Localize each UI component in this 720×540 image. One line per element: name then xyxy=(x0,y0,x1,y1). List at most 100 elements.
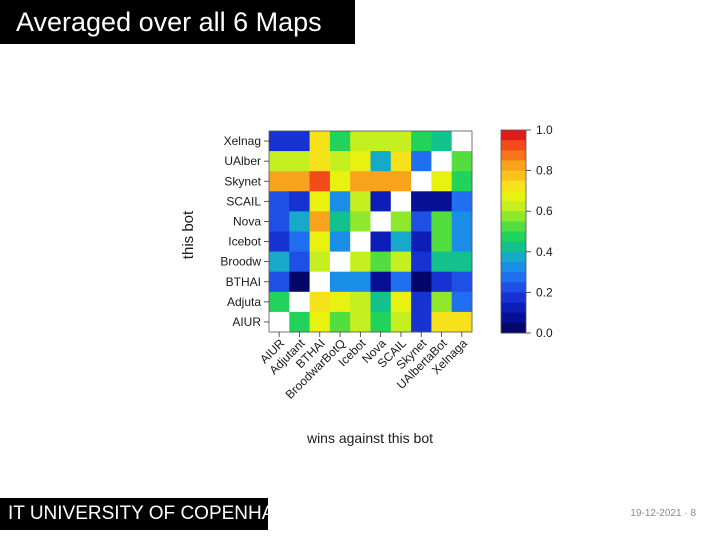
heatmap-cell xyxy=(390,131,412,152)
heatmap-cell xyxy=(269,191,290,212)
heatmap-cell xyxy=(390,251,412,273)
heatmap-cell xyxy=(390,211,412,232)
y-tick-label: Icebot xyxy=(228,235,261,249)
heatmap-cell xyxy=(411,191,432,212)
heatmap-cell xyxy=(431,291,453,313)
heatmap-cell xyxy=(350,251,371,273)
heatmap-cell xyxy=(309,151,331,172)
y-axis-label: this bot xyxy=(180,210,197,259)
heatmap-cell xyxy=(350,291,371,313)
heatmap-cell xyxy=(289,271,310,293)
heatmap-cell xyxy=(431,171,453,192)
colorbar-tick-label: 0.2 xyxy=(536,285,553,299)
x-axis-label: wins against this bot xyxy=(306,430,433,446)
heatmap-cell xyxy=(329,251,351,273)
heatmap-cell xyxy=(431,191,453,212)
heatmap-cell xyxy=(350,171,371,192)
heatmap-cell xyxy=(411,151,432,172)
colorbar-tick-label: 0.8 xyxy=(536,164,553,178)
heatmap-cell xyxy=(390,311,412,333)
heatmap-cell xyxy=(431,211,453,232)
heatmap-cell xyxy=(451,171,473,192)
heatmap-cell xyxy=(431,311,453,333)
colorbar-swatch xyxy=(501,201,526,212)
colorbar-swatch xyxy=(501,170,526,182)
heatmap-cells xyxy=(268,130,473,333)
heatmap-cell xyxy=(411,171,432,192)
heatmap-cell xyxy=(269,311,290,333)
heatmap-cell xyxy=(269,171,290,192)
heatmap-cell xyxy=(329,311,351,333)
heatmap-cell xyxy=(451,151,473,172)
heatmap-cell xyxy=(370,151,392,172)
colorbar-tick-label: 0.6 xyxy=(536,204,553,218)
heatmap-cell xyxy=(269,251,290,273)
heatmap-cell xyxy=(329,151,351,172)
heatmap-cell xyxy=(309,191,331,212)
heatmap-cell xyxy=(350,191,371,212)
heatmap-cell xyxy=(411,291,432,313)
colorbar-swatch xyxy=(501,221,526,232)
colorbar-swatch xyxy=(501,272,526,283)
heatmap-cell xyxy=(411,271,432,293)
colorbar-tick-label: 0.4 xyxy=(536,245,553,259)
heatmap-cell xyxy=(370,251,392,273)
heatmap-cell xyxy=(451,131,473,152)
heatmap-cell xyxy=(370,231,392,252)
heatmap-cell xyxy=(370,191,392,212)
heatmap-cell xyxy=(431,131,453,152)
heatmap-cell xyxy=(370,291,392,313)
heatmap-cell xyxy=(370,131,392,152)
colorbar-swatch xyxy=(501,312,526,324)
heatmap-cell xyxy=(451,211,473,232)
colorbar-frame xyxy=(500,129,527,334)
heatmap-cell xyxy=(411,131,432,152)
colorbar-swatch xyxy=(501,302,526,314)
colorbar-swatch xyxy=(501,322,526,334)
heatmap-cell xyxy=(390,191,412,212)
heatmap-cell xyxy=(269,271,290,293)
plot-frame xyxy=(268,130,473,333)
heatmap-cell xyxy=(289,251,310,273)
heatmap-cell xyxy=(411,211,432,232)
colorbar-swatch xyxy=(501,292,526,303)
heatmap-cell xyxy=(451,271,473,293)
heatmap-cell xyxy=(289,291,310,313)
colorbar-swatch xyxy=(501,130,526,141)
y-tick-label: AIUR xyxy=(232,315,261,329)
slide-date: 19-12-2021 xyxy=(630,508,682,519)
y-tick-label: Skynet xyxy=(224,174,261,188)
heatmap-cell xyxy=(350,211,371,232)
y-tick-label: Xelnag xyxy=(224,134,261,148)
heatmap-cell xyxy=(451,311,473,333)
heatmap-cell xyxy=(269,151,290,172)
slide-page-number: 8 xyxy=(690,508,696,519)
heatmap-cell xyxy=(329,191,351,212)
y-tick-label: SCAIL xyxy=(226,194,261,208)
heatmap-cell xyxy=(309,231,331,252)
colorbar-swatch xyxy=(501,282,526,293)
heatmap-cell xyxy=(329,231,351,252)
heatmap-cell xyxy=(370,211,392,232)
y-tick-label: Nova xyxy=(233,214,261,228)
heatmap-cell xyxy=(329,291,351,313)
y-tick-label: Adjuta xyxy=(227,295,261,309)
heatmap-cell xyxy=(390,151,412,172)
university-logo: IT UNIVERSITY OF COPENHAGEN xyxy=(0,498,316,530)
colorbar-swatch xyxy=(501,211,526,222)
colorbar-tick-label: 1.0 xyxy=(536,123,553,137)
heatmap-cell xyxy=(309,271,331,293)
slide-page-separator: · xyxy=(681,508,691,519)
heatmap-cell xyxy=(431,251,453,273)
heatmap-cell xyxy=(451,191,473,212)
colorbar-swatch xyxy=(501,150,526,161)
slide-footer-meta: 19-12-2021 · 8 xyxy=(630,508,696,519)
heatmap-cell xyxy=(309,131,331,152)
heatmap-cell xyxy=(289,231,310,252)
heatmap-cell xyxy=(350,131,371,152)
heatmap-cell xyxy=(390,271,412,293)
heatmap-cell xyxy=(309,291,331,313)
y-tick-label: UAlber xyxy=(224,154,261,168)
heatmap-cell xyxy=(451,291,473,313)
colorbar-swatch xyxy=(501,261,526,273)
